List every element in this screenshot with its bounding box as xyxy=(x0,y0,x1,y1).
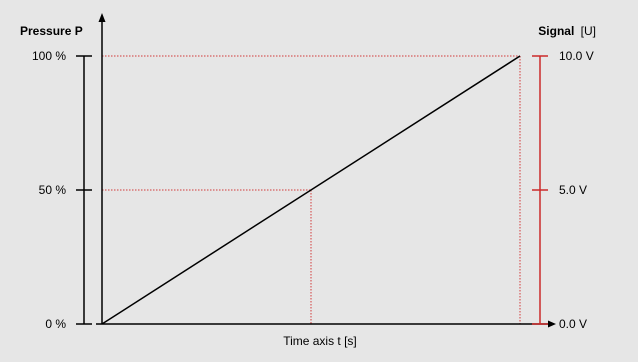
pressure-signal-line xyxy=(101,55,521,325)
pressure-tick-label: 100 % xyxy=(32,49,66,63)
signal-axis-title-name: Signal xyxy=(538,24,574,38)
signal-tick-label: 10.0 V xyxy=(559,49,594,63)
pressure-scale-ticks xyxy=(76,55,92,325)
pressure-tick-labels: 100 % 50 % 0 % xyxy=(32,49,66,331)
x-axis-arrow-icon xyxy=(548,320,556,328)
signal-tick-label: 0.0 V xyxy=(559,317,587,331)
time-axis-label: Time axis t [s] xyxy=(283,334,357,348)
pressure-tick-label: 50 % xyxy=(39,183,67,197)
signal-axis-title: Signal [U] xyxy=(538,24,596,38)
y-axis-arrow-icon xyxy=(98,13,106,22)
signal-axis-title-unit: [U] xyxy=(581,24,596,38)
pressure-tick-label: 0 % xyxy=(45,317,66,331)
signal-tick-labels: 10.0 V 5.0 V 0.0 V xyxy=(559,49,594,331)
signal-scale-ticks xyxy=(532,55,548,325)
signal-tick-label: 5.0 V xyxy=(559,183,587,197)
pressure-axis-title: Pressure P xyxy=(20,24,83,38)
